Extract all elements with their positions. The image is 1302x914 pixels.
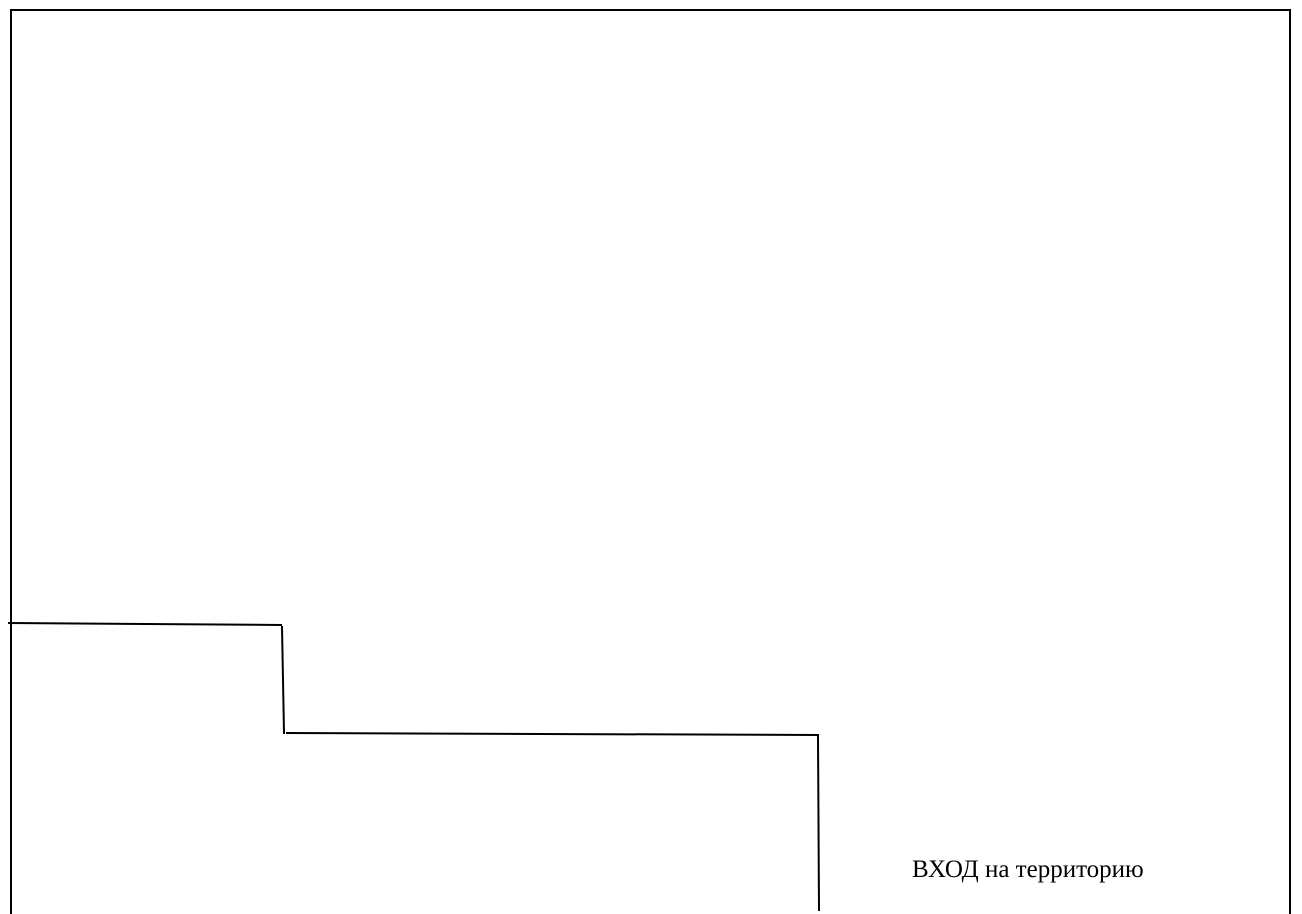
step-riser-line bbox=[280, 625, 286, 735]
entrance-edge-line bbox=[816, 735, 821, 912]
upper-step-line bbox=[7, 621, 283, 627]
entrance-label: ВХОД на территорию bbox=[912, 856, 1144, 883]
lower-step-line bbox=[285, 731, 820, 737]
